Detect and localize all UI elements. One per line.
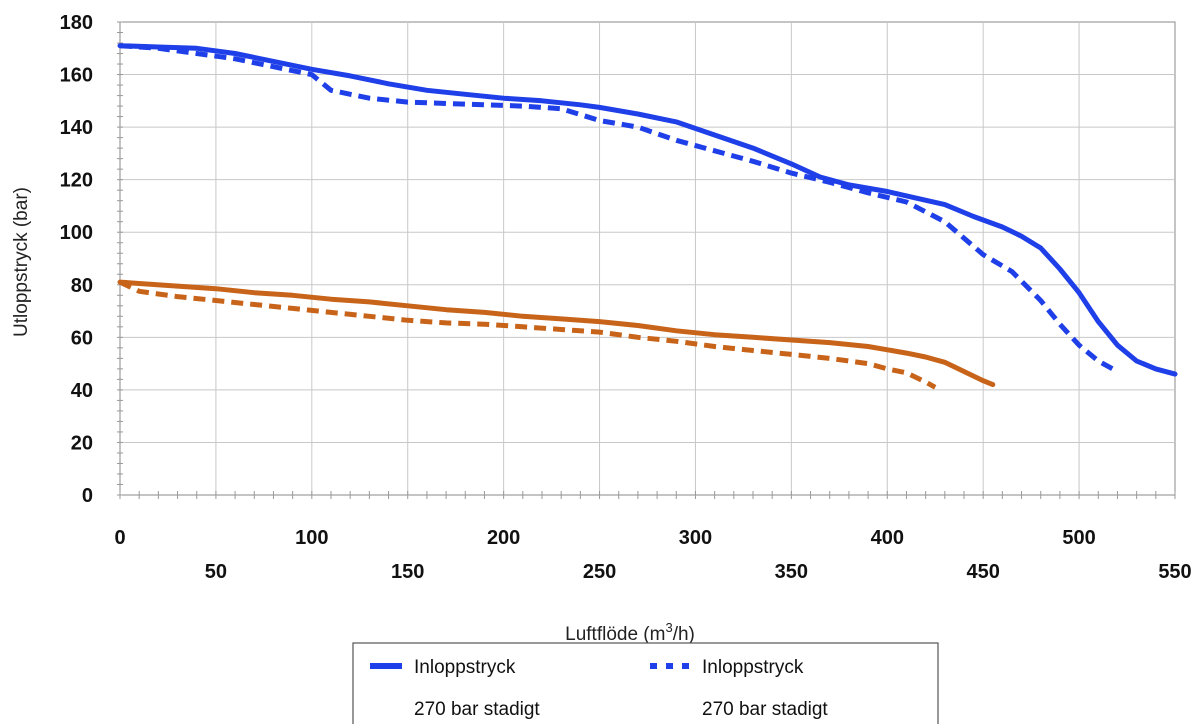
y-tick-label: 100 (60, 222, 93, 244)
x-axis-title-main: Luftflöde (m (565, 624, 665, 645)
y-axis-title: Utloppstryck (bar) (11, 187, 32, 337)
y-tick-label: 60 (71, 327, 93, 349)
x-axis-title: Luftflöde (m3/h) (565, 620, 695, 645)
y-tick-labels: 0 20 40 60 80 100 120 140 160 180 (60, 12, 93, 507)
y-tick-label: 160 (60, 65, 93, 87)
legend-label-2-line1: Inloppstryck (702, 657, 804, 678)
legend-label-1-line1: Inloppstryck (414, 657, 516, 678)
legend-label-1-line2: 270 bar stadigt (414, 699, 540, 720)
x-tick-label: 150 (391, 561, 424, 583)
minor-ticks (117, 21, 1176, 499)
x-axis-title-sup: 3 (665, 620, 672, 635)
y-tick-label: 180 (60, 12, 93, 34)
y-tick-label: 80 (71, 275, 93, 297)
legend-box (352, 642, 939, 724)
x-tick-label: 50 (205, 561, 227, 583)
x-tick-label: 550 (1158, 561, 1191, 583)
series-group (117, 43, 1178, 390)
y-tick-label: 120 (60, 170, 93, 192)
x-axis-title-tail: /h) (673, 624, 695, 645)
x-tick-label: 0 (114, 527, 125, 549)
series-line-1-solid (117, 43, 1178, 377)
y-tick-label: 140 (60, 117, 93, 139)
series-line-3-solid (117, 279, 996, 388)
series-line-2-dashed (119, 43, 1119, 374)
gridlines (120, 22, 1175, 495)
y-tick-label: 40 (71, 380, 93, 402)
x-tick-label: 250 (583, 561, 616, 583)
x-tick-label: 100 (295, 527, 328, 549)
x-tick-label: 300 (679, 527, 712, 549)
x-tick-label: 450 (966, 561, 999, 583)
x-tick-label: 400 (871, 527, 904, 549)
series-line-4-dashed (118, 279, 937, 390)
legend: Inloppstryck 270 bar stadigt Inloppstryc… (352, 642, 939, 724)
x-tick-label: 500 (1062, 527, 1095, 549)
x-tick-labels: 0 100 200 300 400 500 50 150 250 350 450 550 (114, 527, 1191, 583)
y-tick-label: 0 (82, 485, 93, 507)
plot-area (119, 21, 1176, 496)
x-tick-label: 200 (487, 527, 520, 549)
legend-label-2-line2: 270 bar stadigt (702, 699, 828, 720)
x-tick-label: 350 (775, 561, 808, 583)
y-tick-label: 20 (71, 432, 93, 454)
